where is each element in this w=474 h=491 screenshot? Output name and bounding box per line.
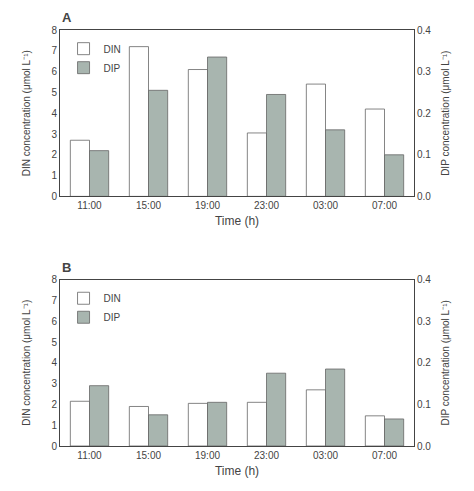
svg-text:B: B	[62, 260, 71, 275]
svg-text:3: 3	[51, 378, 57, 389]
svg-text:1: 1	[51, 420, 57, 431]
svg-text:7: 7	[51, 45, 57, 56]
svg-text:5: 5	[51, 87, 57, 98]
svg-text:DIN: DIN	[104, 44, 121, 55]
svg-text:0.3: 0.3	[417, 66, 431, 77]
svg-text:07:00: 07:00	[372, 450, 397, 461]
svg-text:0.1: 0.1	[417, 399, 431, 410]
svg-text:2: 2	[51, 399, 57, 410]
svg-text:0.1: 0.1	[417, 149, 431, 160]
svg-text:07:00: 07:00	[372, 200, 397, 211]
svg-text:DIP concentration (μmol L⁻¹): DIP concentration (μmol L⁻¹)	[440, 300, 451, 425]
svg-text:6: 6	[51, 66, 57, 77]
svg-text:DIP: DIP	[104, 63, 121, 74]
svg-text:5: 5	[51, 337, 57, 348]
svg-text:0.2: 0.2	[417, 357, 431, 368]
svg-text:0.4: 0.4	[417, 274, 431, 285]
svg-text:7: 7	[51, 295, 57, 306]
svg-text:3: 3	[51, 129, 57, 140]
svg-text:DIN concentration (μmol L⁻¹): DIN concentration (μmol L⁻¹)	[21, 300, 32, 426]
svg-text:6: 6	[51, 316, 57, 327]
svg-text:0.2: 0.2	[417, 108, 431, 119]
svg-text:1: 1	[51, 170, 57, 181]
svg-text:03:00: 03:00	[313, 450, 338, 461]
svg-text:15:00: 15:00	[136, 450, 161, 461]
svg-text:DIN concentration (μmol L⁻¹): DIN concentration (μmol L⁻¹)	[21, 50, 32, 176]
svg-text:11:00: 11:00	[77, 450, 102, 461]
svg-text:0: 0	[51, 191, 57, 202]
svg-text:19:00: 19:00	[195, 450, 220, 461]
svg-text:Time (h): Time (h)	[215, 214, 259, 228]
svg-text:0.3: 0.3	[417, 316, 431, 327]
svg-text:23:00: 23:00	[254, 200, 279, 211]
svg-text:0.0: 0.0	[417, 441, 431, 452]
svg-text:Time (h): Time (h)	[215, 464, 259, 478]
svg-text:DIP concentration (μmol L⁻¹): DIP concentration (μmol L⁻¹)	[440, 51, 451, 176]
svg-text:8: 8	[51, 25, 57, 36]
svg-text:DIP: DIP	[104, 312, 121, 323]
svg-text:8: 8	[51, 274, 57, 285]
svg-text:0.4: 0.4	[417, 25, 431, 36]
svg-text:15:00: 15:00	[136, 200, 161, 211]
svg-text:4: 4	[51, 108, 57, 119]
svg-text:03:00: 03:00	[313, 200, 338, 211]
svg-text:DIN: DIN	[104, 293, 121, 304]
svg-text:4: 4	[51, 357, 57, 368]
svg-text:23:00: 23:00	[254, 450, 279, 461]
svg-text:0.0: 0.0	[417, 191, 431, 202]
svg-text:A: A	[62, 10, 72, 25]
svg-text:0: 0	[51, 441, 57, 452]
svg-text:2: 2	[51, 149, 57, 160]
svg-text:11:00: 11:00	[77, 200, 102, 211]
svg-text:19:00: 19:00	[195, 200, 220, 211]
